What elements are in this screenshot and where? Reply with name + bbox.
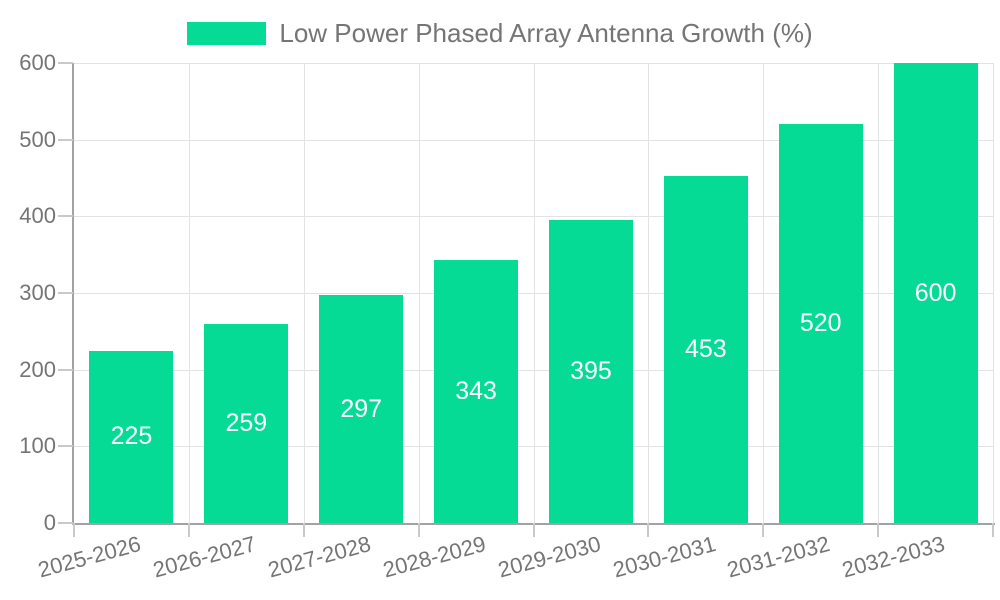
y-axis-tick-label: 0	[43, 510, 56, 535]
x-axis-tick-label: 2029-2030	[495, 531, 604, 583]
bar-2030-2031[interactable]: 453	[663, 175, 748, 523]
gridline-x-boundary-1	[188, 63, 190, 523]
x-axis-tick	[992, 523, 994, 537]
bar-2026-2027[interactable]: 259	[204, 324, 289, 523]
y-axis-tick	[58, 522, 73, 524]
bar-2032-2033[interactable]: 600	[893, 63, 978, 523]
x-axis-tick	[302, 523, 305, 537]
bar-2028-2029[interactable]: 343	[434, 260, 519, 523]
gridline-x-boundary-5	[648, 63, 650, 523]
x-axis-tick-label: 2028-2029	[380, 531, 489, 583]
x-axis-tick	[532, 523, 535, 537]
bar-2029-2030[interactable]: 395	[548, 220, 633, 523]
x-axis-tick-label: 2026-2027	[150, 531, 259, 583]
bar-2031-2032[interactable]: 520	[778, 124, 863, 523]
chart-legend[interactable]: Low Power Phased Array Antenna Growth (%…	[0, 18, 1000, 49]
x-axis-tick-label: 2032-2033	[839, 531, 948, 583]
bar-value-label: 600	[914, 278, 957, 307]
bar-value-label: 297	[340, 394, 383, 423]
gridline-x-boundary-6	[763, 63, 765, 523]
gridline-x-boundary-3	[418, 63, 420, 523]
x-axis-tick	[647, 523, 650, 537]
x-axis-tick-label: 2031-2032	[724, 531, 833, 583]
gridline-x-boundary-8	[993, 63, 994, 523]
x-axis-tick	[73, 523, 75, 537]
legend-swatch-icon	[187, 22, 267, 45]
gridline-x-boundary-4	[533, 63, 535, 523]
gridline-x-boundary-2	[303, 63, 305, 523]
y-axis-tick-label: 300	[19, 280, 56, 305]
bar-value-label: 225	[110, 422, 153, 451]
y-axis-tick-label: 100	[19, 433, 56, 459]
y-axis-tick-label: 200	[19, 356, 56, 382]
bar-value-label: 453	[684, 334, 727, 363]
bar-value-label: 259	[225, 409, 268, 438]
plot-area: 225 259 297 343 395 453 520 600	[72, 63, 995, 525]
x-axis-tick-label: 2030-2031	[609, 531, 719, 583]
x-axis-tick	[762, 523, 765, 537]
gridline-x-boundary-7	[878, 63, 880, 523]
y-axis-line	[72, 63, 74, 523]
x-axis-tick-label: 2027-2028	[265, 531, 374, 583]
bar-value-label: 395	[570, 357, 612, 386]
legend-label: Low Power Phased Array Antenna Growth (%…	[279, 18, 813, 48]
y-axis-tick	[58, 445, 73, 448]
x-axis-tick-label: 2025-2026	[35, 531, 144, 583]
y-axis-tick	[58, 215, 73, 218]
bar-2027-2028[interactable]: 297	[319, 295, 404, 523]
x-axis-tick	[417, 523, 420, 537]
y-axis-tick-label: 600	[19, 50, 56, 75]
y-axis-tick-label: 500	[19, 126, 56, 152]
y-axis-tick-label: 400	[19, 203, 56, 229]
x-axis-tick	[187, 523, 190, 537]
y-axis-tick	[58, 138, 73, 141]
x-axis-tick	[877, 523, 880, 537]
y-axis-tick	[58, 62, 73, 64]
y-axis-tick	[58, 368, 73, 371]
bar-value-label: 343	[455, 377, 497, 406]
y-axis-tick	[58, 292, 73, 294]
bar-value-label: 520	[799, 309, 842, 338]
bar-2025-2026[interactable]: 225	[89, 350, 174, 523]
